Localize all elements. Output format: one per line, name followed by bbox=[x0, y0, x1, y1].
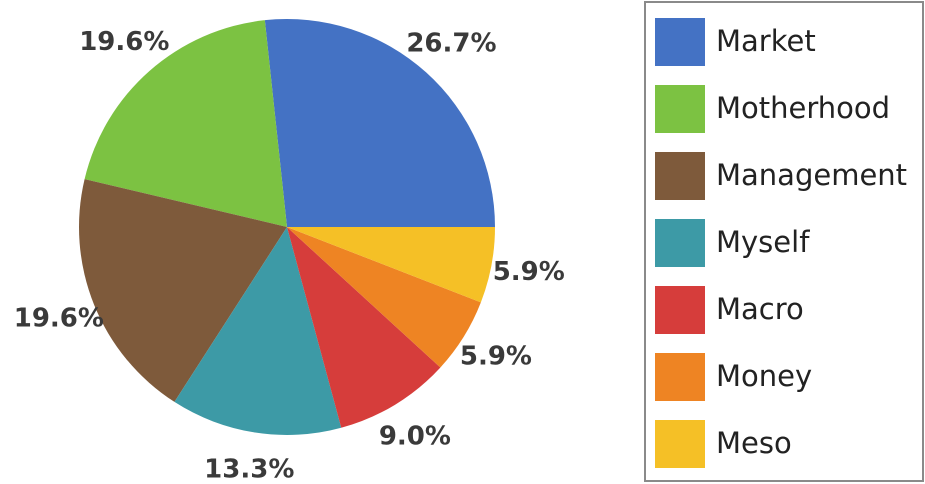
legend-swatch bbox=[655, 420, 705, 468]
pie-slice bbox=[84, 20, 287, 227]
legend-label: Macro bbox=[716, 292, 804, 326]
pie-slice bbox=[174, 227, 342, 436]
legend-swatch bbox=[655, 152, 705, 200]
legend-label: Myself bbox=[716, 225, 810, 259]
legend-swatch bbox=[655, 286, 705, 334]
data-label: 19.6% bbox=[79, 27, 169, 57]
legend-label: Meso bbox=[716, 426, 792, 460]
data-label: 26.7% bbox=[406, 29, 496, 59]
pie-slice bbox=[78, 179, 287, 402]
pie-slice bbox=[287, 227, 441, 428]
legend-label: Market bbox=[716, 24, 816, 58]
legend-label: Motherhood bbox=[716, 91, 890, 125]
legend-label: Management bbox=[716, 158, 907, 192]
legend-label: Money bbox=[716, 359, 812, 393]
pie-slice bbox=[287, 227, 481, 368]
data-label: 5.9% bbox=[493, 257, 565, 287]
data-label: 9.0% bbox=[379, 422, 451, 452]
pie-slice bbox=[287, 227, 495, 303]
legend-swatch bbox=[655, 85, 705, 133]
legend-swatch bbox=[655, 353, 705, 401]
legend-swatch bbox=[655, 18, 705, 66]
data-label: 13.3% bbox=[204, 455, 294, 484]
data-label: 5.9% bbox=[460, 341, 532, 371]
legend-swatch bbox=[655, 219, 705, 267]
pie-slice bbox=[264, 19, 495, 228]
data-label: 19.6% bbox=[14, 303, 104, 333]
